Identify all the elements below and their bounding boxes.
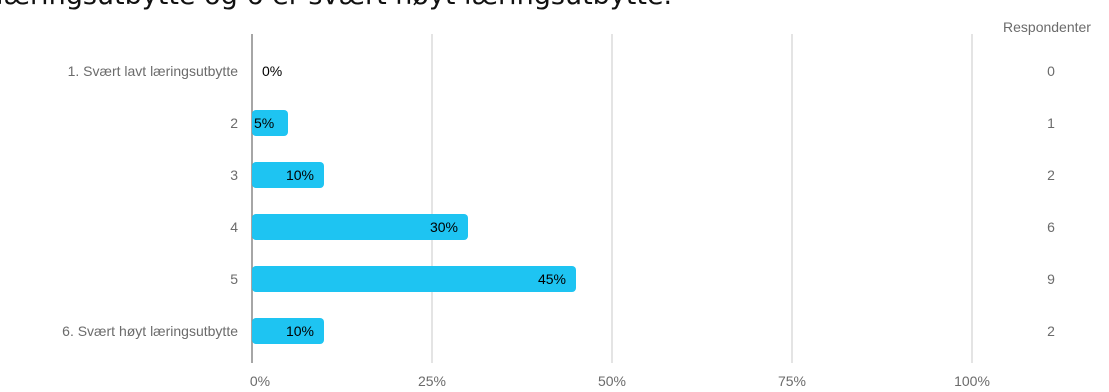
- bar: [252, 110, 288, 136]
- x-tick-label: 100%: [954, 373, 990, 389]
- respondent-count: 1: [1047, 115, 1055, 131]
- category-label: 4: [230, 219, 238, 235]
- bar-value-label: 0%: [262, 63, 282, 79]
- x-tick-label: 25%: [418, 373, 446, 389]
- bar-value-label: 30%: [430, 219, 458, 235]
- bar-value-label: 10%: [286, 167, 314, 183]
- category-label: 6. Svært høyt læringsutbytte: [62, 323, 238, 339]
- bar: [252, 266, 576, 292]
- respondent-count: 9: [1047, 271, 1055, 287]
- category-label: 5: [230, 271, 238, 287]
- bar-value-label: 5%: [254, 115, 274, 131]
- x-tick-label: 75%: [778, 373, 806, 389]
- respondent-count: 2: [1047, 167, 1055, 183]
- category-label: 2: [230, 115, 238, 131]
- category-label: 1. Svært lavt læringsutbytte: [68, 63, 239, 79]
- respondent-count: 0: [1047, 63, 1055, 79]
- bar-value-label: 45%: [538, 271, 566, 287]
- bar-value-label: 10%: [286, 323, 314, 339]
- bar: [252, 162, 324, 188]
- x-tick-label: 0%: [250, 373, 270, 389]
- respondents-header: Respondenter: [1003, 19, 1091, 35]
- bar: [252, 214, 468, 240]
- bar: [252, 318, 324, 344]
- respondent-count: 6: [1047, 219, 1055, 235]
- x-tick-label: 50%: [598, 373, 626, 389]
- chart-title: læringsutbytte og 6 er svært høyt læring…: [0, 0, 672, 11]
- category-label: 3: [230, 167, 238, 183]
- respondent-count: 2: [1047, 323, 1055, 339]
